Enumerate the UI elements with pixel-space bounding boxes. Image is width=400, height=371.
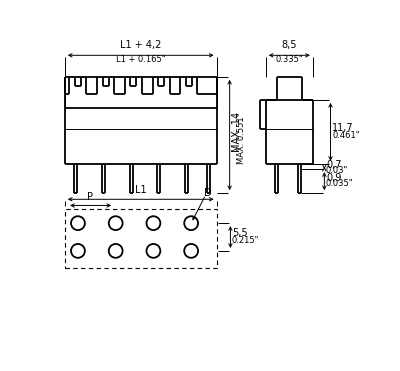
Bar [65, 209, 216, 268]
Text: 8,5: 8,5 [282, 40, 297, 50]
Text: 0.335": 0.335" [276, 55, 303, 63]
Text: 0,7: 0,7 [326, 160, 341, 170]
Text: MAX. 0.551": MAX. 0.551" [237, 112, 246, 164]
Text: L1: L1 [135, 186, 146, 196]
Text: D: D [204, 188, 212, 198]
Text: 0.035": 0.035" [326, 180, 353, 188]
Text: 5,5: 5,5 [232, 228, 248, 238]
Text: L1 + 0.165": L1 + 0.165" [116, 55, 166, 63]
Text: 0.461": 0.461" [332, 131, 360, 140]
Text: 11,7: 11,7 [332, 123, 354, 133]
Text: 0.03": 0.03" [326, 165, 348, 174]
Text: P: P [87, 193, 93, 202]
Text: MAX. 14: MAX. 14 [232, 112, 242, 152]
Text: L1 + 4,2: L1 + 4,2 [120, 40, 161, 50]
Text: 0.215": 0.215" [232, 236, 259, 245]
Text: 0,9: 0,9 [326, 173, 341, 183]
